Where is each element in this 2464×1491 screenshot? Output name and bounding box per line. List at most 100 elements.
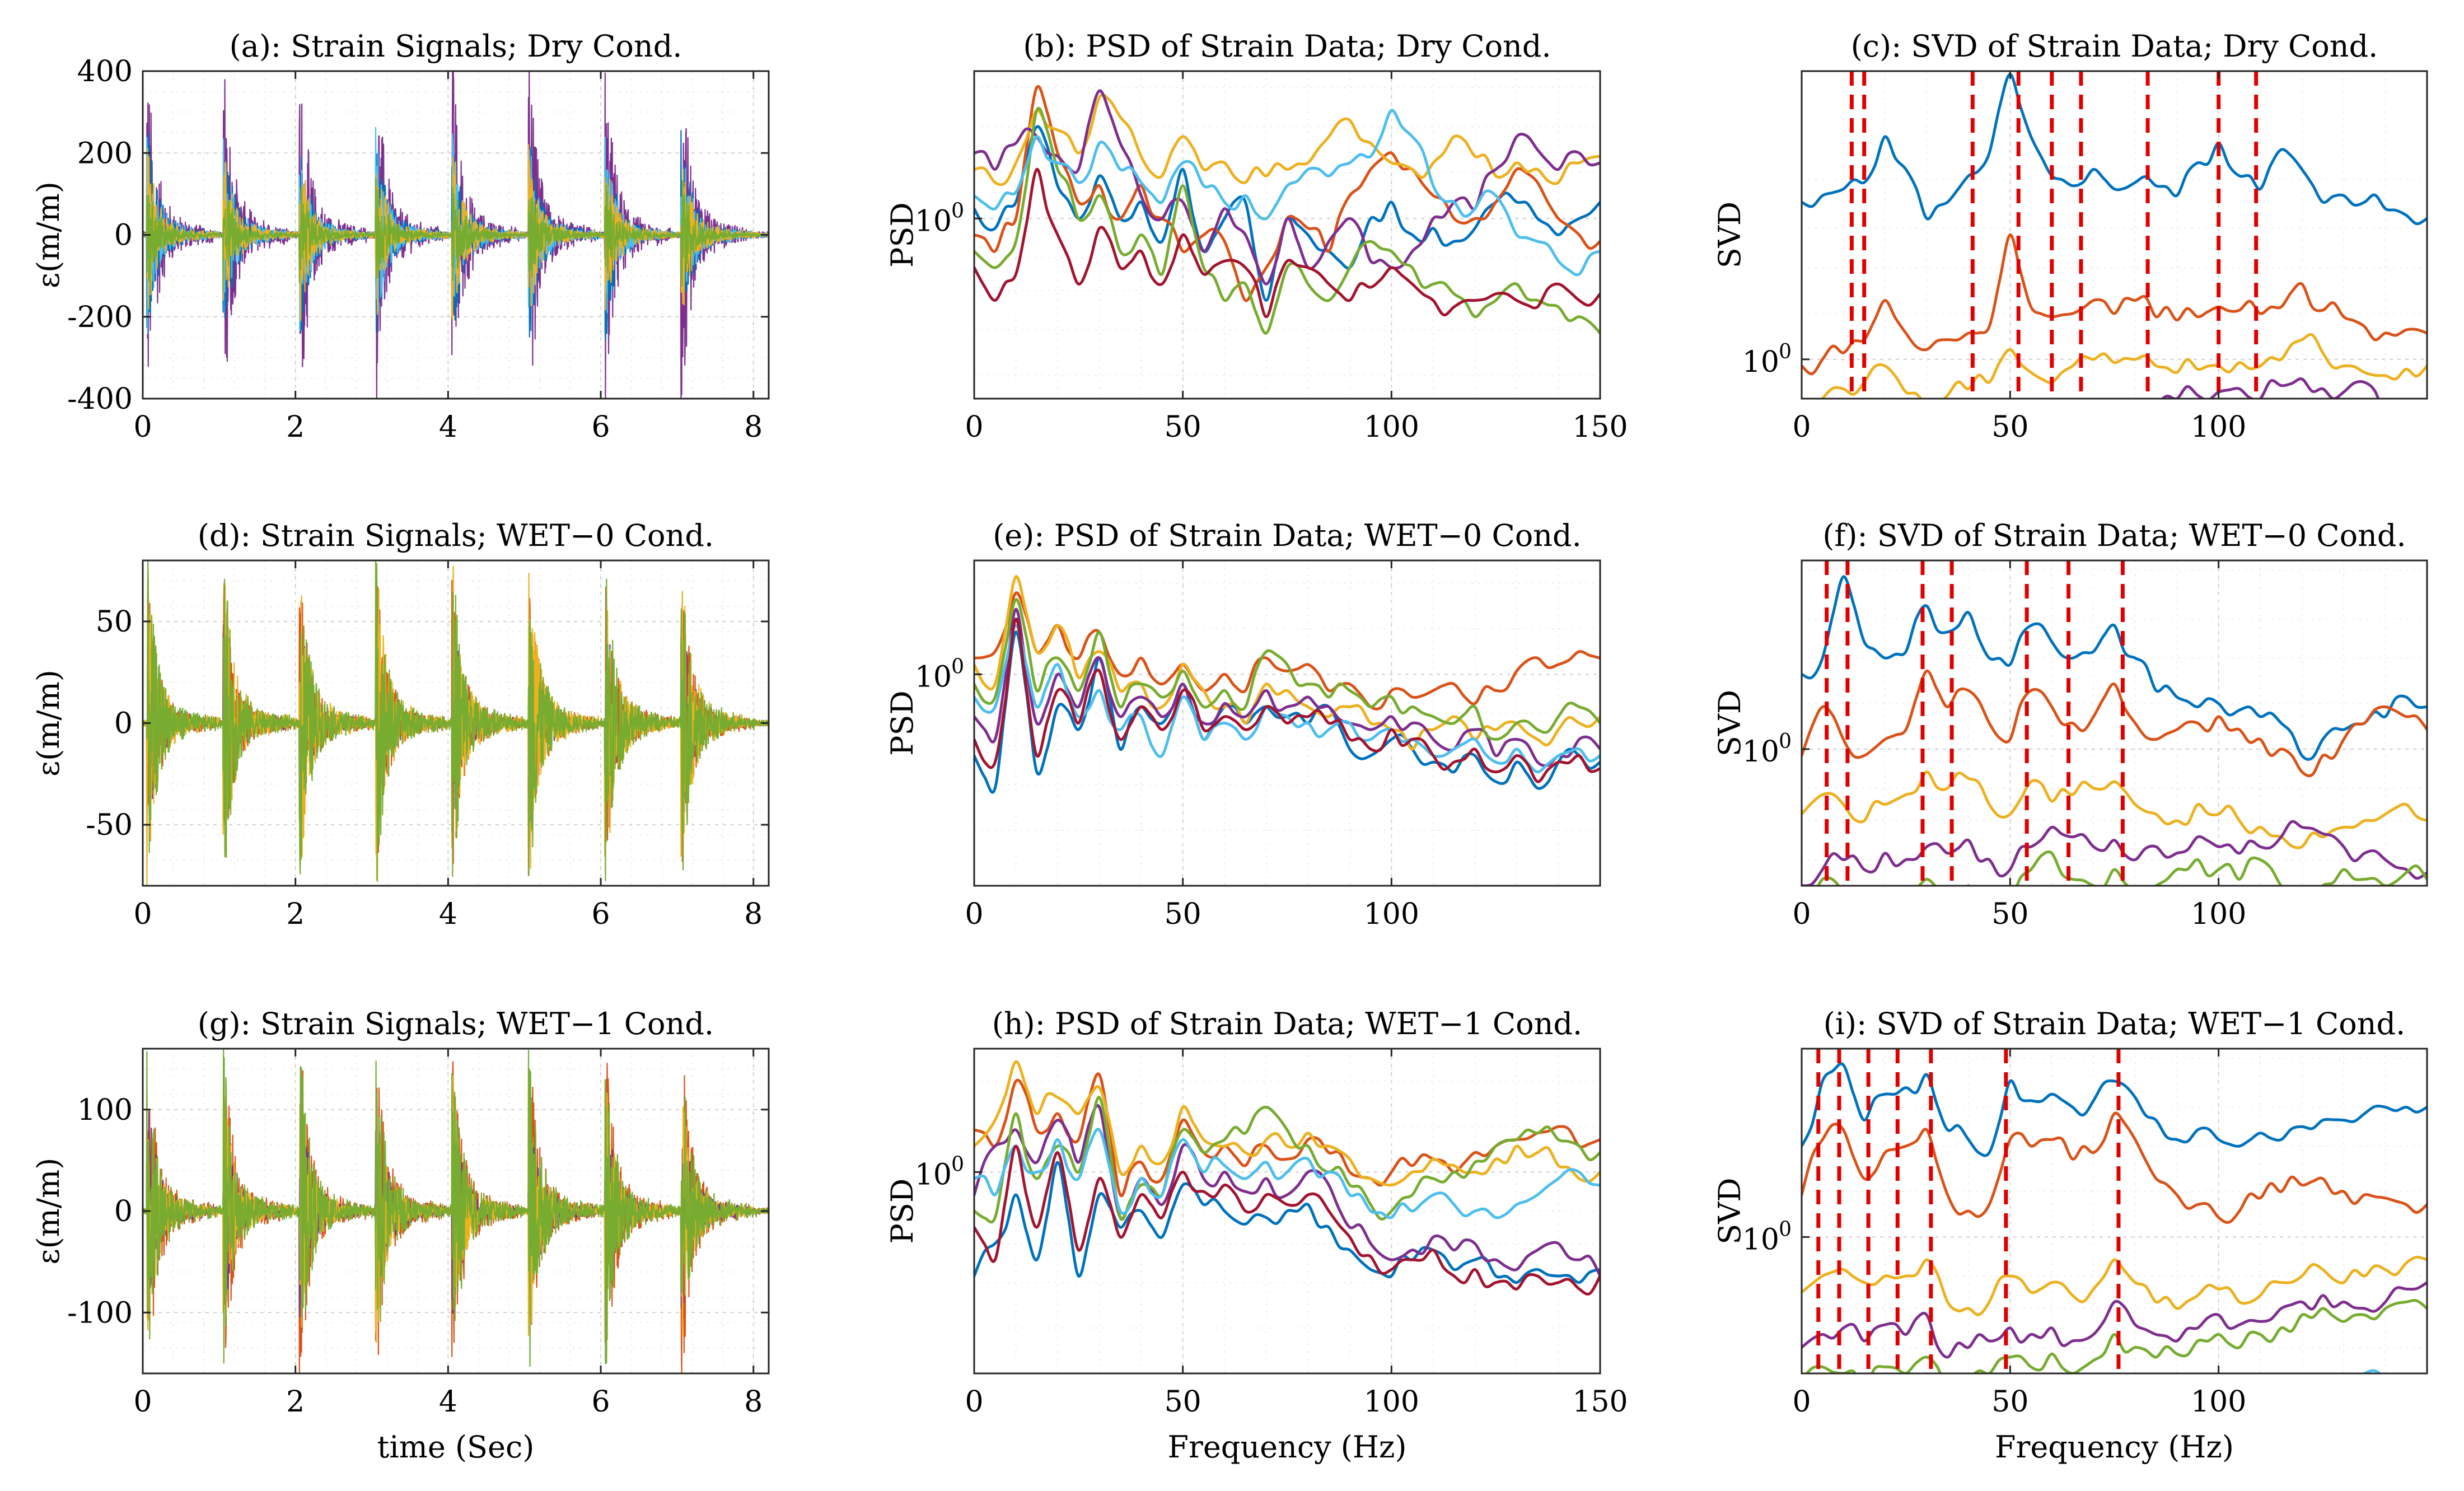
- y-axis-label: ε(m/m): [31, 181, 66, 288]
- y-tick-exponent: 0: [1779, 730, 1792, 753]
- x-axis-label: Frequency (Hz): [1168, 1429, 1407, 1465]
- panel-title: (d): Strain Signals; WET−0 Cond.: [198, 518, 714, 553]
- y-tick-label: 10: [1742, 345, 1779, 379]
- panel-title: (a): Strain Signals; Dry Cond.: [230, 29, 682, 64]
- series-ch6: [974, 624, 1600, 774]
- series-ch2: [974, 591, 1600, 711]
- x-axis-label: Frequency (Hz): [1995, 1429, 2234, 1465]
- series-sv4: [1802, 1281, 2427, 1359]
- y-tick-base: 10: [1742, 1223, 1779, 1256]
- y-tick-label: 0: [114, 1195, 133, 1228]
- series-sv3: [1802, 1255, 2427, 1316]
- series-sv3: [1802, 770, 2427, 849]
- y-tick-label: 400: [77, 55, 133, 88]
- data-layer: [143, 1049, 769, 1373]
- y-tick-label: 50: [96, 605, 133, 639]
- series-ch3: [974, 575, 1600, 751]
- y-tick-label: 10: [915, 204, 952, 238]
- series-ch6: [974, 1128, 1600, 1219]
- y-tick-base: 10: [915, 204, 952, 238]
- y-axis-label: ε(m/m): [31, 1158, 66, 1265]
- y-tick-base: 10: [915, 660, 952, 694]
- x-tick-label: 0: [1792, 1385, 1811, 1419]
- x-tick-label: 4: [439, 898, 457, 931]
- data-layer: [1802, 1049, 2427, 1373]
- y-tick-label: 10: [1742, 735, 1779, 769]
- series-sv2: [1802, 233, 2427, 376]
- x-axis-label: time (Sec): [377, 1429, 535, 1465]
- series-sv6: [1802, 890, 2427, 946]
- data-layer: [974, 85, 1600, 335]
- x-tick-label: 6: [592, 1385, 610, 1419]
- data-layer: [1802, 560, 2427, 946]
- x-tick-label: 2: [286, 898, 305, 931]
- x-tick-label: 50: [1165, 410, 1201, 444]
- x-tick-label: 100: [2191, 410, 2246, 444]
- x-tick-label: 100: [1364, 1385, 1419, 1419]
- series-sv1: [1802, 575, 2427, 761]
- panel-title: (i): SVD of Strain Data; WET−1 Cond.: [1824, 1006, 2406, 1041]
- series-sv5: [1804, 1299, 2427, 1373]
- series-ch3: [974, 93, 1600, 186]
- series-ch4: [974, 1104, 1600, 1278]
- y-tick-exponent: 0: [951, 655, 964, 678]
- x-tick-label: 4: [439, 1385, 457, 1419]
- series-sv4: [2079, 377, 2380, 399]
- series-sv2: [1802, 670, 2427, 778]
- x-tick-label: 0: [133, 898, 152, 931]
- series-sv6: [2361, 1369, 2382, 1373]
- x-tick-label: 0: [1792, 898, 1811, 931]
- panel-d: 0 2 4 6 8 -50 0 50 (d): Strain Signals; WET−0 Co…: [31, 518, 770, 931]
- x-tick-label: 150: [1572, 1385, 1628, 1419]
- series-sv1: [1802, 73, 2427, 226]
- series-sv5: [1816, 850, 2427, 886]
- y-axis-label: SVD: [1712, 690, 1747, 756]
- panel-a: 0 2 4 6 8 -400 -200 0 200 400 (a): Strain Signals;…: [31, 29, 770, 444]
- series-sv2: [1802, 1111, 2427, 1224]
- y-tick-base: 10: [1742, 345, 1779, 379]
- data-layer: [974, 575, 1600, 794]
- axes-box: [973, 559, 1601, 887]
- x-tick-label: 50: [1991, 410, 2028, 444]
- y-tick-base: 10: [915, 1158, 952, 1191]
- x-tick-label: 0: [965, 1385, 983, 1419]
- series-ch1: [974, 630, 1600, 794]
- x-tick-label: 2: [286, 410, 305, 444]
- x-tick-label: 8: [744, 410, 763, 444]
- x-tick-label: 8: [744, 1385, 763, 1419]
- x-tick-label: 50: [1165, 898, 1201, 931]
- y-tick-label: -400: [67, 382, 133, 416]
- x-tick-label: 8: [744, 898, 763, 931]
- y-tick-label: 200: [77, 137, 133, 170]
- series-sv1: [1802, 1062, 2427, 1157]
- y-axis-label: PSD: [885, 202, 920, 268]
- x-tick-label: 100: [2191, 898, 2246, 931]
- series-ch6: [974, 109, 1600, 277]
- y-tick-label: 100: [77, 1093, 133, 1127]
- y-tick-label: -50: [86, 808, 133, 842]
- series-ch4: [974, 89, 1600, 286]
- x-tick-label: 0: [965, 410, 983, 444]
- series-sv4: [1802, 820, 2427, 886]
- y-tick-exponent: 0: [1779, 340, 1792, 363]
- x-tick-label: 150: [1572, 410, 1628, 444]
- panel-title: (e): PSD of Strain Data; WET−0 Cond.: [993, 518, 1582, 553]
- series-ch7: [974, 618, 1600, 783]
- axes-box: [1801, 559, 2428, 887]
- data-layer: [143, 560, 769, 886]
- series-ch4: [143, 1049, 769, 1367]
- y-tick-exponent: 0: [951, 1153, 964, 1176]
- y-axis-label: PSD: [885, 690, 920, 756]
- x-tick-label: 0: [133, 1385, 152, 1419]
- x-tick-label: 50: [1165, 1385, 1201, 1419]
- series-ch5: [974, 598, 1600, 741]
- x-tick-label: 2: [286, 1385, 305, 1419]
- x-tick-label: 100: [1364, 898, 1419, 931]
- series-ch5: [974, 106, 1600, 335]
